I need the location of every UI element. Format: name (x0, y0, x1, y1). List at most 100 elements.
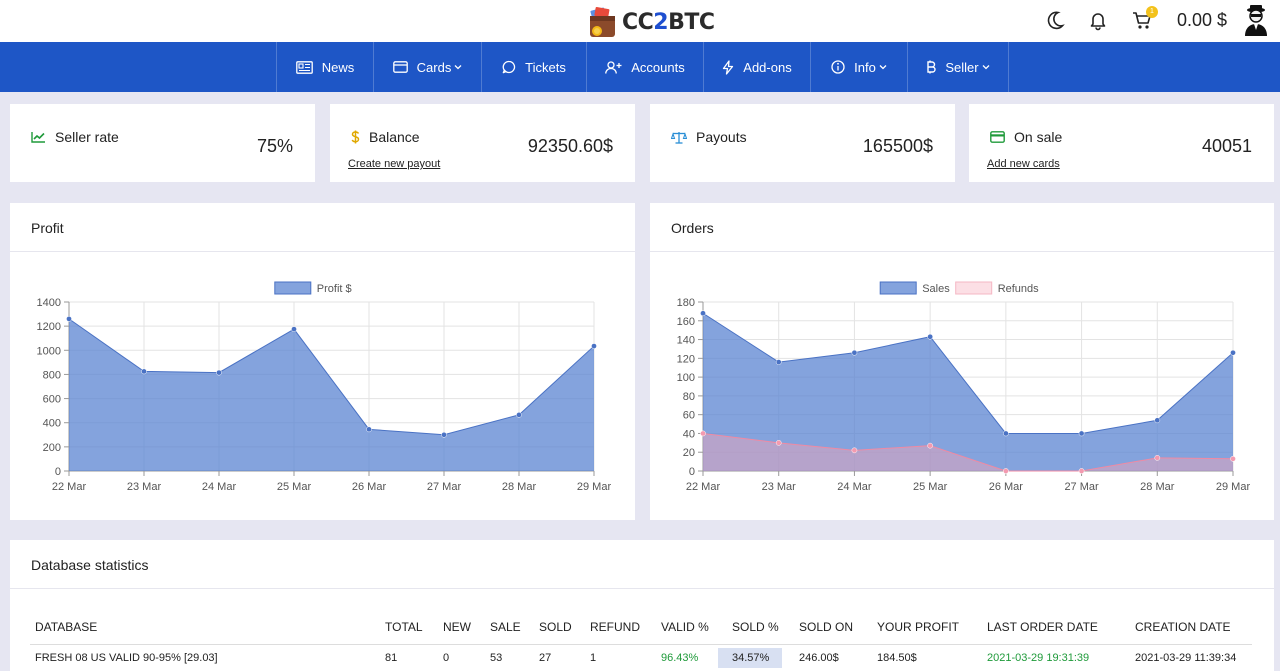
user-plus-icon (605, 60, 622, 74)
data-point (141, 368, 147, 375)
table-cell[interactable]: FRESH 08 US VALID 90-95% [29.03] (35, 652, 218, 664)
data-point (1230, 455, 1236, 462)
site-logo[interactable]: CC2BTC (589, 5, 715, 39)
column-header[interactable]: CREATION DATE (1135, 620, 1231, 634)
nav-info-label: Info (854, 59, 876, 75)
stat-title: On sale (1014, 129, 1063, 145)
bell-icon[interactable] (1087, 9, 1109, 31)
add-new-cards-link[interactable]: Add new cards (987, 158, 1060, 170)
nav-news[interactable]: News (276, 42, 374, 92)
scale-icon (671, 131, 687, 144)
data-point (1003, 430, 1009, 437)
y-tick-label: 400 (43, 418, 61, 430)
dollar-icon (351, 130, 360, 144)
column-header[interactable]: SALE (490, 620, 521, 634)
y-tick-label: 600 (43, 394, 61, 406)
series-area (703, 313, 1233, 471)
stat-title: Payouts (696, 129, 747, 145)
nav-accounts-label: Accounts (631, 59, 685, 75)
chevron-down-icon (454, 65, 462, 70)
user-avatar-icon[interactable] (1242, 5, 1270, 37)
series-line (702, 312, 1234, 434)
data-point (851, 447, 858, 454)
column-header[interactable]: DATABASE (35, 620, 98, 634)
table-cell: 0 (443, 652, 450, 664)
y-tick-label: 1200 (37, 321, 61, 333)
data-point (1078, 430, 1085, 437)
data-point (216, 369, 222, 376)
column-header[interactable]: SOLD ON (799, 620, 854, 634)
create-payout-link[interactable]: Create new payout (348, 158, 441, 170)
y-tick-label: 120 (677, 353, 695, 365)
y-tick-label: 0 (689, 466, 695, 478)
stat-value: 92350.60$ (527, 136, 613, 156)
nav-cards[interactable]: Cards (374, 42, 482, 92)
x-tick-label: 25 Mar (277, 481, 312, 493)
data-point (1003, 468, 1009, 474)
data-point (851, 349, 858, 356)
x-tick-label: 24 Mar (837, 481, 872, 493)
column-header[interactable]: NEW (443, 620, 471, 634)
y-tick-label: 0 (55, 466, 61, 478)
chat-icon (502, 60, 516, 74)
moon-icon[interactable] (1044, 9, 1066, 31)
data-point (1154, 455, 1161, 461)
panel-title: Profit (10, 203, 635, 252)
stat-value: 165500$ (862, 136, 933, 156)
nav-news-label: News (321, 59, 355, 75)
data-point (775, 359, 782, 365)
data-point (775, 439, 782, 446)
legend-label: Sales (922, 283, 950, 295)
nav-tickets-label: Tickets (525, 59, 566, 75)
table-cell: 27 (539, 652, 552, 664)
y-tick-label: 1000 (37, 345, 61, 357)
nav-seller[interactable]: Seller (908, 42, 1009, 92)
column-header[interactable]: SOLD % (732, 620, 779, 634)
column-header[interactable]: REFUND (590, 620, 640, 634)
nav-info[interactable]: Info (811, 42, 908, 92)
stat-card-seller-rate: Seller rate 75% (10, 104, 315, 182)
column-header[interactable]: VALID % (661, 620, 709, 634)
series-area (69, 318, 594, 471)
table-cell: 184.50$ (877, 652, 917, 664)
x-tick-label: 28 Mar (502, 481, 537, 493)
data-point (291, 326, 297, 333)
column-header[interactable]: YOUR PROFIT (877, 620, 960, 634)
orders-chart: 0 20 40 60 80 100 120 140 160 180 22 Mar 23 Mar 24 M… (677, 281, 1250, 493)
y-tick-label: 100 (677, 372, 695, 384)
data-point (66, 316, 72, 322)
column-header[interactable]: TOTAL (385, 620, 423, 634)
table-cell: 2021-03-29 11:39:34 (1135, 652, 1237, 664)
stat-value: 40051 (1201, 136, 1252, 156)
y-tick-label: 160 (677, 316, 695, 328)
y-tick-label: 800 (43, 369, 61, 381)
data-point (700, 310, 706, 317)
nav-seller-label: Seller (945, 59, 979, 75)
table-header-divider (30, 644, 1252, 645)
x-tick-label: 27 Mar (1064, 481, 1099, 493)
x-tick-label: 23 Mar (762, 481, 797, 493)
x-tick-label: 29 Mar (577, 481, 612, 493)
info-icon (831, 60, 845, 74)
nav-tickets[interactable]: Tickets (482, 42, 587, 92)
top-header: CC2BTC 1 0.00 $ (0, 0, 1280, 42)
legend-swatch (955, 281, 993, 295)
y-tick-label: 60 (683, 410, 695, 422)
data-point (927, 442, 933, 449)
x-tick-label: 28 Mar (1140, 481, 1175, 493)
x-tick-label: 27 Mar (427, 481, 462, 493)
stat-title: Balance (369, 129, 420, 145)
legend-swatch (274, 281, 312, 295)
chevron-down-icon (982, 65, 990, 70)
column-header[interactable]: SOLD (539, 620, 572, 634)
nav-addons[interactable]: Add-ons (704, 42, 811, 92)
column-header[interactable]: LAST ORDER DATE (987, 620, 1098, 634)
nav-accounts[interactable]: Accounts (587, 42, 704, 92)
series-line (68, 318, 595, 436)
y-tick-label: 80 (683, 391, 695, 403)
data-point (700, 430, 706, 437)
y-tick-label: 1400 (37, 297, 61, 309)
table-cell: 96.43% (661, 652, 699, 664)
legend-label: Refunds (998, 283, 1039, 295)
table-cell: 34.57% (732, 652, 770, 664)
